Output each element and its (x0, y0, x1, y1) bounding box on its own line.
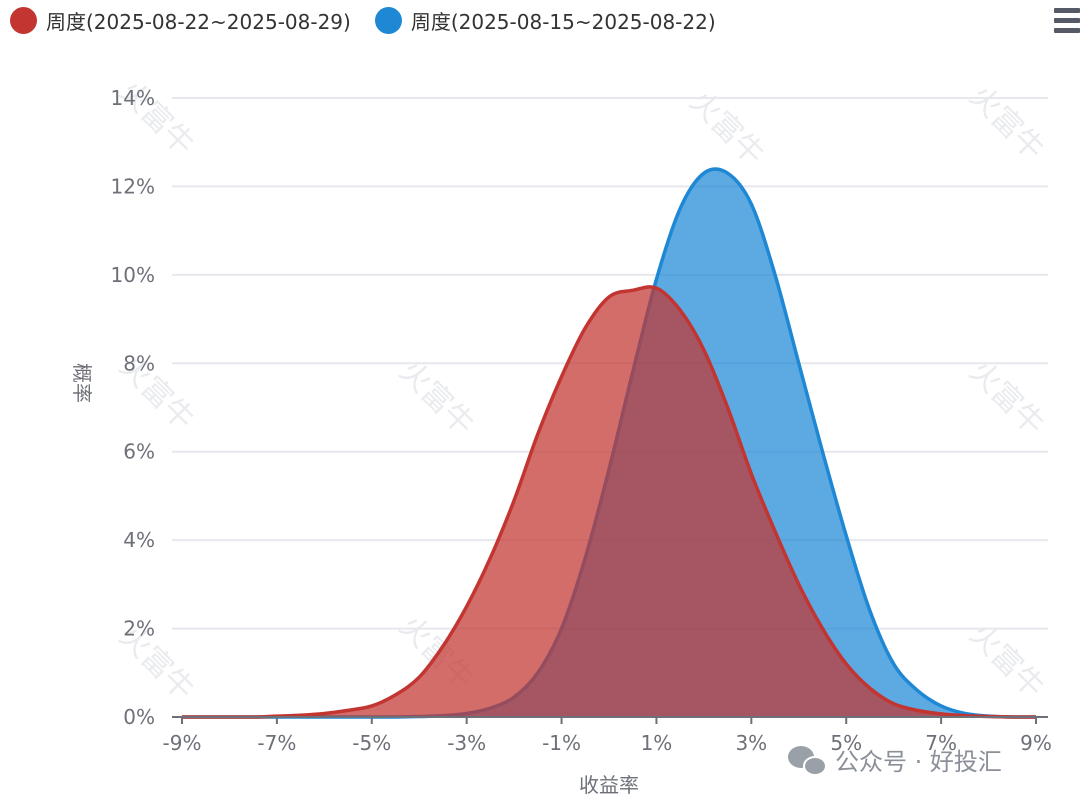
x-tick-label: -5% (352, 731, 391, 755)
x-tick-label: 5% (830, 731, 862, 755)
legend-item-series-1[interactable]: 周度(2025-08-22~2025-08-29) (10, 6, 351, 35)
hamburger-menu-icon[interactable] (1054, 8, 1080, 36)
y-tick-label: 10% (111, 263, 155, 287)
wechat-icon-bubble (803, 756, 827, 776)
y-tick-label: 14% (111, 86, 155, 110)
y-tick-label: 4% (123, 528, 155, 552)
x-tick-label: -3% (447, 731, 486, 755)
legend-label-series-2: 周度(2025-08-15~2025-08-22) (410, 9, 716, 34)
y-tick-label: 8% (123, 351, 155, 375)
watermark-text: 火富牛 (963, 617, 1051, 705)
watermark-text: 火富牛 (963, 79, 1051, 167)
y-tick-label: 12% (111, 174, 155, 198)
series-1-week-0822-0829-line (181, 285, 1037, 719)
x-tick-label: 9% (1020, 731, 1052, 755)
watermark-text: 火富牛 (393, 354, 481, 442)
legend-marker-series-1 (10, 6, 37, 34)
legend-marker-series-2 (374, 6, 402, 34)
y-tick-label: 2% (123, 617, 155, 641)
x-tick-label: -7% (257, 731, 296, 755)
x-tick-label: -1% (542, 731, 581, 755)
x-tick-label: 3% (735, 731, 767, 755)
x-tick-label: -9% (163, 731, 202, 755)
y-tick-label: 6% (123, 440, 155, 464)
series-1-week-0822-0829-area (182, 286, 1036, 718)
legend: 周度(2025-08-22~2025-08-29) 周度(2025-08-15~… (10, 4, 740, 36)
footer-watermark-text: 公众号 · 好投汇 (835, 748, 1002, 776)
legend-label-series-1: 周度(2025-08-22~2025-08-29) (46, 9, 351, 34)
x-tick-label: 1% (641, 731, 673, 755)
x-tick-label: 7% (925, 731, 957, 755)
y-axis-title: 概率 (70, 363, 94, 403)
y-tick-label: 0% (123, 705, 155, 729)
watermark-text: 火富牛 (963, 354, 1051, 442)
series-2-week-0815-0822-area (182, 169, 1036, 718)
x-axis-title: 收益率 (579, 773, 639, 797)
legend-item-series-2[interactable]: 周度(2025-08-15~2025-08-22) (374, 6, 716, 35)
